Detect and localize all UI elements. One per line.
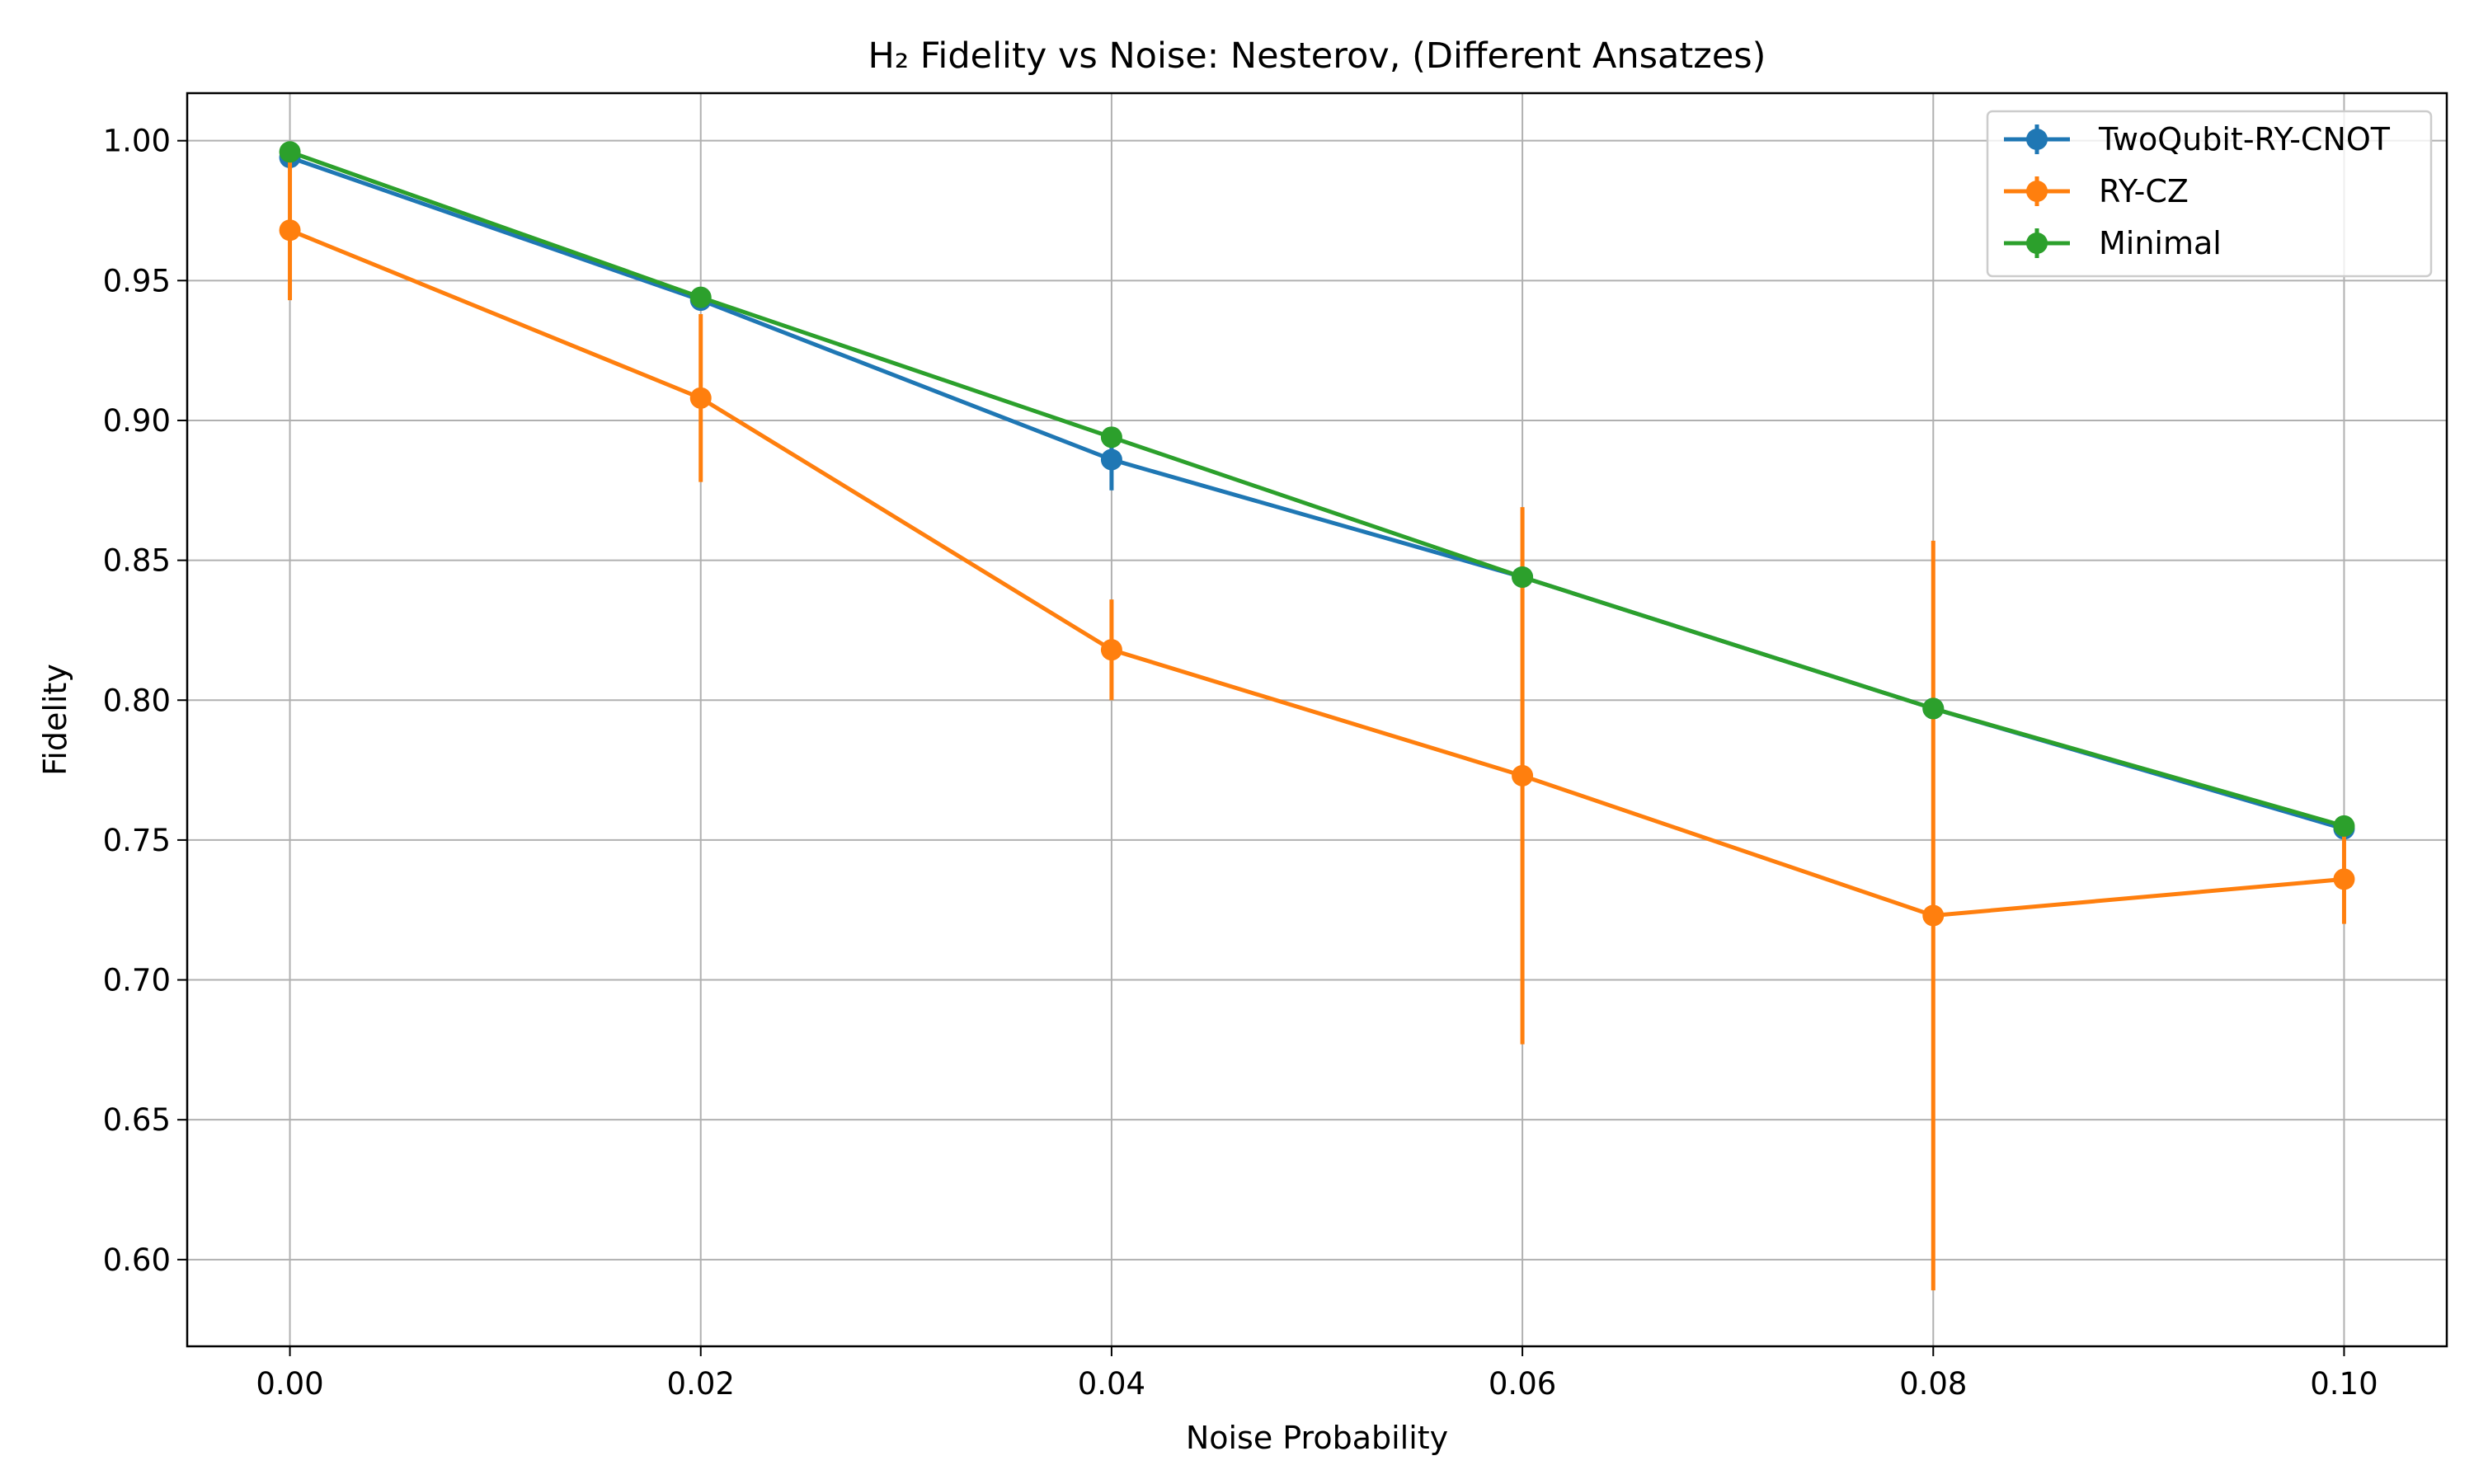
- legend-frame: [1986, 110, 2433, 278]
- series-minimal: [279, 141, 2355, 837]
- legend-item: Minimal: [2004, 225, 2222, 261]
- x-tick-label: 0.08: [1899, 1366, 1967, 1402]
- chart-title: H₂ Fidelity vs Noise: Nesterov, (Differe…: [868, 35, 1766, 77]
- data-point: [279, 219, 301, 242]
- legend-label: RY-CZ: [2099, 173, 2189, 209]
- y-tick-label: 0.60: [103, 1242, 171, 1278]
- plot-frame: [186, 92, 2448, 1348]
- legend-marker: [2026, 129, 2048, 150]
- legend-label: TwoQubit-RY-CNOT: [2098, 121, 2391, 157]
- y-tick-label: 0.70: [103, 963, 171, 998]
- series-ry-cz: [279, 160, 2355, 1291]
- data-point: [689, 387, 712, 409]
- data-point: [1100, 426, 1122, 448]
- data-point: [1512, 764, 1534, 787]
- series-layer: [279, 141, 2355, 1291]
- legend-marker: [2026, 232, 2048, 254]
- x-axis-label: Noise Probability: [1186, 1420, 1448, 1456]
- legend-item: RY-CZ: [2004, 173, 2189, 209]
- data-point: [1100, 448, 1122, 471]
- data-point: [1512, 566, 1534, 588]
- data-point: [279, 141, 301, 163]
- legend-marker: [2026, 181, 2048, 202]
- y-tick-label: 0.80: [103, 683, 171, 718]
- y-tick-label: 0.95: [103, 263, 171, 298]
- data-point: [1922, 697, 1945, 720]
- data-point: [1100, 639, 1122, 661]
- axis-ticks: 0.00 0.02 0.04 0.06 0.08 0.10 0.60 0.65 0.70 0.75…: [103, 124, 2378, 1402]
- legend-item: TwoQubit-RY-CNOT: [2004, 121, 2391, 157]
- x-tick-label: 0.04: [1078, 1366, 1145, 1402]
- data-point: [689, 286, 712, 308]
- data-point: [2333, 815, 2355, 837]
- legend: TwoQubit-RY-CNOT RY-CZ Minimal: [1986, 110, 2433, 278]
- x-tick-label: 0.02: [667, 1366, 735, 1402]
- y-axis-label: Fidelity: [37, 664, 73, 776]
- y-tick-label: 0.85: [103, 543, 171, 579]
- y-tick-label: 1.00: [103, 124, 171, 159]
- x-tick-label: 0.06: [1489, 1366, 1556, 1402]
- grid: [187, 93, 2447, 1346]
- y-tick-label: 0.75: [103, 823, 171, 858]
- legend-label: Minimal: [2099, 225, 2222, 261]
- x-tick-label: 0.00: [256, 1366, 323, 1402]
- y-tick-label: 0.90: [103, 403, 171, 439]
- series-line: [289, 228, 2345, 918]
- x-tick-label: 0.10: [2310, 1366, 2378, 1402]
- data-point: [2333, 868, 2355, 890]
- series-line: [289, 149, 2345, 829]
- data-point: [1922, 904, 1945, 927]
- y-tick-label: 0.65: [103, 1102, 171, 1138]
